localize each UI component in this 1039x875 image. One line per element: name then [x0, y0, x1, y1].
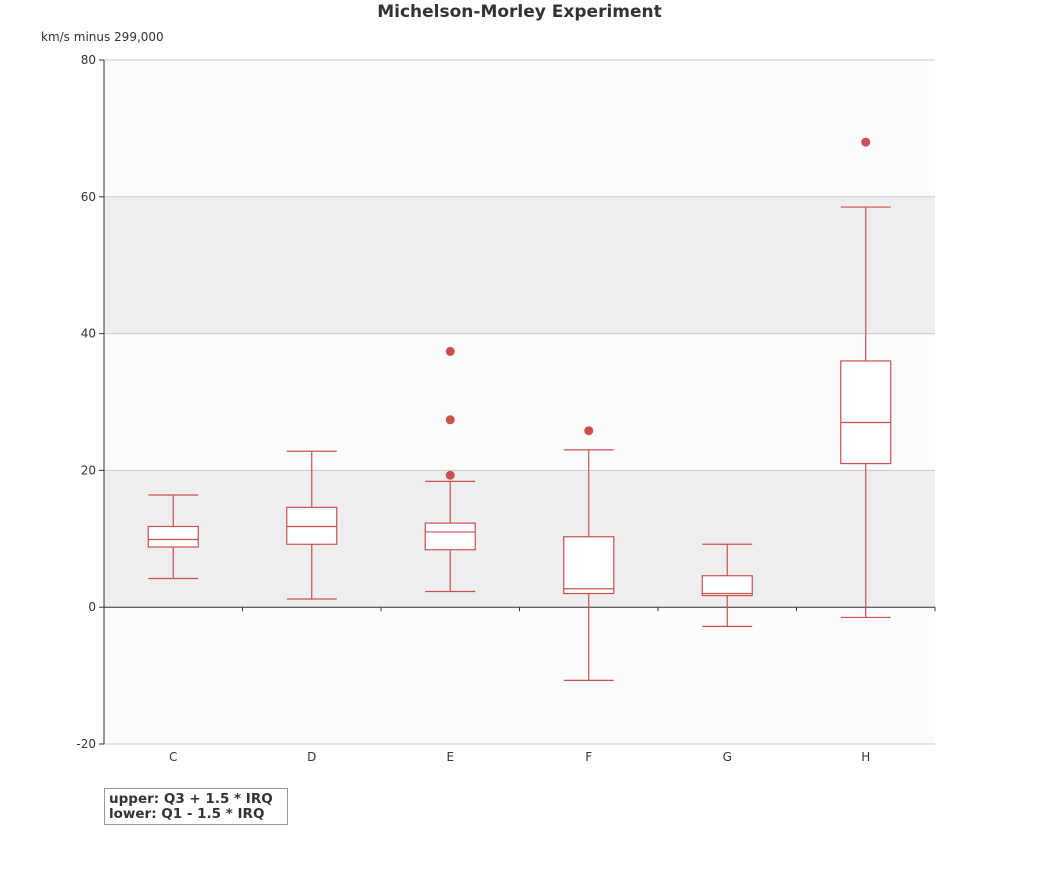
iqr-box — [563, 536, 615, 595]
grid-bands — [104, 60, 935, 744]
x-tick-label: H — [861, 750, 870, 764]
y-tick-label: -20 — [76, 737, 96, 751]
iqr-box — [147, 525, 199, 548]
box-f — [563, 426, 615, 681]
x-tick-label: F — [585, 750, 592, 764]
y-tick-label: 0 — [88, 600, 96, 614]
outlier-point — [445, 346, 455, 356]
box-h — [840, 137, 892, 619]
outlier-point — [584, 426, 594, 436]
axes — [103, 60, 936, 744]
box-d — [286, 450, 338, 600]
x-tick-label: D — [307, 750, 316, 764]
legend-upper-line: upper: Q3 + 1.5 * IRQ — [109, 791, 273, 807]
box-e — [424, 346, 476, 593]
box-g — [701, 543, 753, 627]
grid-band — [104, 333, 935, 471]
y-tick-label: 20 — [81, 463, 96, 477]
x-tick-label: G — [723, 750, 732, 764]
outlier-point — [445, 470, 455, 480]
iqr-box — [840, 360, 892, 465]
x-tick-label: E — [446, 750, 454, 764]
grid-band — [104, 470, 935, 608]
y-axis-ticks: 80 60 40 20 0 -20 — [76, 53, 104, 751]
iqr-box — [701, 575, 753, 597]
grid-band — [104, 60, 935, 197]
y-tick-label: 80 — [81, 53, 96, 67]
y-tick-label: 40 — [81, 327, 96, 341]
x-tick-label: C — [169, 750, 177, 764]
outlier-point — [445, 415, 455, 425]
box-c — [147, 494, 199, 580]
outlier-point — [861, 137, 871, 147]
box-series — [147, 137, 892, 681]
grid-band — [104, 607, 935, 744]
whisker-legend: upper: Q3 + 1.5 * IRQ lower: Q1 - 1.5 * … — [104, 788, 288, 825]
legend-lower-line: lower: Q1 - 1.5 * IRQ — [109, 806, 265, 822]
grid-band — [104, 196, 935, 334]
y-tick-label: 60 — [81, 190, 96, 204]
iqr-box — [424, 522, 476, 551]
x-axis-ticks: C D E F G H — [169, 750, 870, 764]
gridlines — [104, 59, 935, 745]
chart-title: Michelson-Morley Experiment — [377, 2, 662, 22]
iqr-box — [286, 506, 338, 545]
y-axis-label: km/s minus 299,000 — [41, 30, 164, 44]
